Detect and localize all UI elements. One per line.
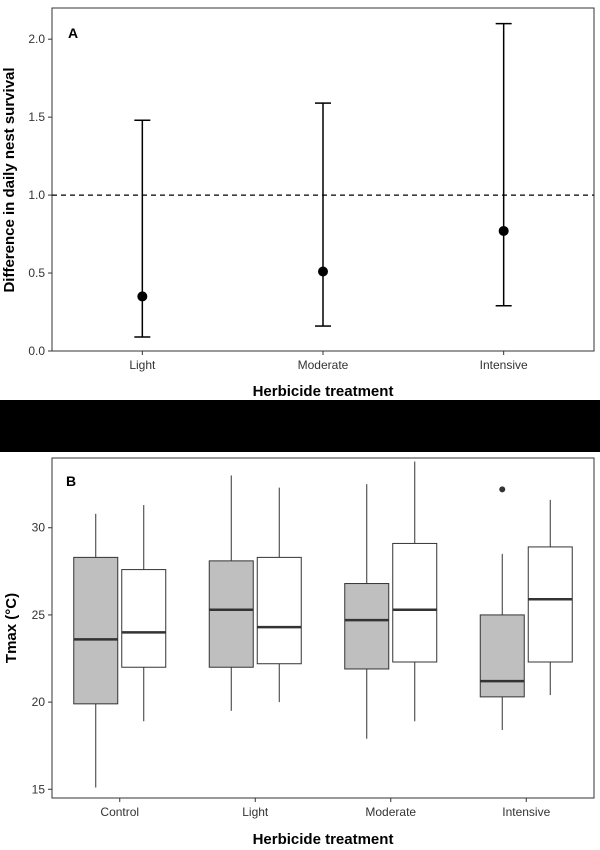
panel-b: B 15 20 25 30 Control Light Moderate Intensive… — [3, 457, 595, 848]
estimate-point-moderate — [318, 266, 328, 277]
box-body — [527, 546, 573, 663]
panel-a-y-axis: 0.0 0.5 1.0 1.5 2.0 — [28, 32, 52, 358]
y-tick-label: 15 — [32, 782, 46, 796]
box-body — [479, 614, 525, 698]
y-tick-label: 1.5 — [28, 110, 45, 124]
box-moderate-grey — [344, 484, 390, 739]
box-light-white — [256, 487, 302, 703]
panel-a-x-axis-title: Herbicide treatment — [253, 383, 394, 400]
x-tick-label: Moderate — [298, 358, 349, 372]
y-tick-label: 0.5 — [28, 266, 45, 280]
x-tick-label: Intensive — [502, 805, 550, 819]
box-body — [256, 556, 302, 665]
estimate-point-light — [137, 291, 148, 302]
panel-b-y-axis-title: Tmax (°C) — [3, 593, 20, 663]
y-tick-label: 0.0 — [28, 344, 45, 358]
outlier-point — [499, 486, 506, 493]
box-intensive-white — [527, 499, 573, 696]
box-body — [344, 583, 390, 670]
x-tick-label: Light — [129, 358, 156, 372]
panel-a: A 0.0 0.5 1.0 1.5 2.0 Light Moderate Intensive… — [1, 7, 595, 400]
panel-b-y-axis: 15 20 25 30 — [32, 521, 52, 796]
panel-b-marks — [73, 461, 573, 788]
box-control-grey — [73, 513, 119, 788]
box-moderate-white — [392, 461, 438, 722]
panel-a-marks — [134, 22, 512, 338]
x-tick-label: Light — [242, 805, 269, 819]
box-intensive-grey — [479, 486, 525, 730]
x-tick-label: Moderate — [365, 805, 416, 819]
panel-a-x-axis: Light Moderate Intensive — [129, 351, 528, 372]
separator-band — [0, 400, 600, 452]
y-tick-label: 2.0 — [28, 32, 45, 46]
y-tick-label: 25 — [32, 608, 46, 622]
box-body — [121, 569, 167, 668]
y-tick-label: 30 — [32, 521, 46, 535]
estimate-point-intensive — [498, 225, 509, 236]
panel-a-y-axis-title: Difference in daily nest survival — [1, 67, 18, 292]
box-body — [208, 560, 254, 668]
x-tick-label: Control — [100, 805, 139, 819]
panel-b-label: B — [66, 473, 76, 489]
y-tick-label: 1.0 — [28, 188, 45, 202]
panel-a-label: A — [68, 25, 78, 41]
panel-b-x-axis: Control Light Moderate Intensive — [100, 798, 551, 819]
box-body — [73, 556, 119, 705]
x-tick-label: Intensive — [480, 358, 528, 372]
panel-b-x-axis-title: Herbicide treatment — [253, 831, 394, 848]
box-light-grey — [208, 475, 254, 711]
panel-b-border — [51, 457, 595, 799]
box-body — [392, 542, 438, 663]
box-control-white — [121, 505, 167, 722]
y-tick-label: 20 — [32, 695, 46, 709]
